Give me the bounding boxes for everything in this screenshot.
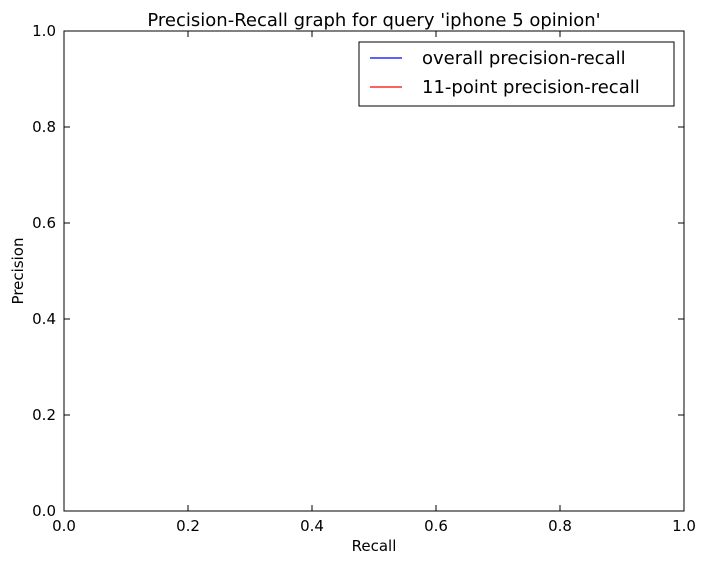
y-axis-ticks: 0.0 0.2 0.4 0.6 0.8 1.0 <box>32 22 684 520</box>
y-tick-label: 1.0 <box>32 22 56 40</box>
x-tick-label: 1.0 <box>672 517 696 535</box>
legend-label-11-point: 11-point precision-recall <box>422 77 640 98</box>
y-tick-label: 0.2 <box>32 406 56 424</box>
x-tick-label: 0.6 <box>424 517 448 535</box>
y-tick-label: 0.0 <box>32 502 56 520</box>
y-axis-label: Precision <box>9 238 27 305</box>
x-axis-label: Recall <box>352 537 397 555</box>
legend-label-overall: overall precision-recall <box>422 48 626 69</box>
x-tick-label: 0.2 <box>176 517 200 535</box>
chart-title: Precision-Recall graph for query 'iphone… <box>147 10 600 31</box>
x-tick-label: 0.8 <box>548 517 572 535</box>
x-axis-ticks: 0.0 0.2 0.4 0.6 0.8 1.0 <box>52 31 696 535</box>
plot-area <box>63 30 685 512</box>
legend: overall precision-recall 11-point precis… <box>358 41 675 107</box>
y-tick-label: 0.4 <box>32 310 56 328</box>
x-tick-label: 0.0 <box>52 517 76 535</box>
legend-box <box>358 41 675 107</box>
y-tick-label: 0.8 <box>32 118 56 136</box>
x-tick-label: 0.4 <box>300 517 324 535</box>
y-tick-label: 0.6 <box>32 214 56 232</box>
